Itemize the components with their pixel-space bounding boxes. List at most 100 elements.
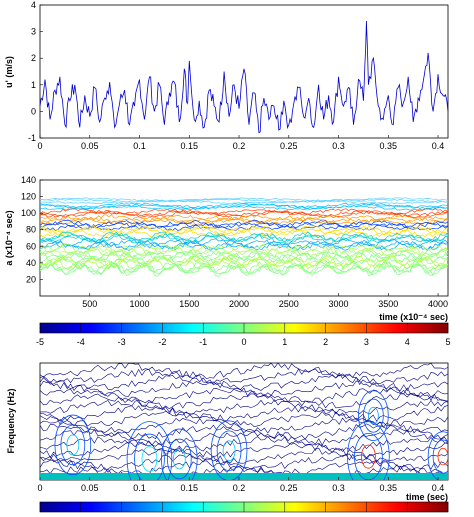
wavelet-contour-line [40,251,448,264]
spectrogram-hotspot [172,448,186,470]
velocity-y-tick-label: 0 [31,106,36,116]
velocity-x-tick-label: 0.15 [181,141,199,151]
wavelet-y-tick-label: 120 [21,192,36,202]
wavelet-x-tick-label: 500 [82,299,97,309]
spectrogram-x-tick-label: 0.2 [233,483,246,493]
wavelet-x-tick-label: 3000 [329,299,349,309]
wavelet-x-ticks: 500 1000 1500 2000 2500 3000 3500 4000 [82,293,448,309]
spectrogram-hotspot [134,433,165,480]
wavelet-contours [40,197,448,277]
velocity-y-tick-label: 1 [31,80,36,90]
wavelet-x-axis-label: time (x10⁻⁴ sec) [379,312,448,322]
velocity-series [39,20,449,134]
wavelet-contour-line [40,238,448,249]
wavelet-y-tick-label: 40 [26,258,36,268]
velocity-y-tick-label: 3 [31,27,36,37]
velocity-x-tick-label: 0.3 [332,141,345,151]
wavelet-contour-line [40,220,448,229]
velocity-line [39,20,449,134]
wavelet-colorbar-tick-label: 4 [405,337,410,347]
spectrogram-x-tick-label: 0.1 [133,483,146,493]
wavelet-x-tick-label: 3500 [378,299,398,309]
spectrogram-contour-line [40,374,448,392]
spectrogram-hotspot [126,421,173,480]
spectrogram-contour-line [40,447,448,464]
wavelet-colorbar-tick-label: 5 [445,337,450,347]
velocity-x-tick-label: 0.35 [380,141,398,151]
spectrogram-contour-line [40,436,448,452]
velocity-x-tick-label: 0 [37,141,42,151]
wavelet-x-tick-label: 1000 [129,299,149,309]
spectrogram-x-ticks: 0 0.05 0.1 0.15 0.2 0.25 0.3 0.35 0.4 [37,477,444,493]
spectrogram-panel: 0 0.05 0.1 0.15 0.2 0.25 0.3 0.35 0.4 Frequency … [6,362,449,502]
velocity-y-tick-label: 4 [31,0,36,10]
spectrogram-contour-line [40,399,448,415]
spectrogram-hotspot [210,420,248,480]
spectrogram-x-tick-label: 0.35 [380,483,398,493]
wavelet-x-tick-label: 2000 [229,299,249,309]
spectrogram-x-tick-label: 0.05 [81,483,99,493]
spectrogram-hotspot [60,424,86,466]
wavelet-y-ticks: 20 40 60 80 100 120 140 [21,175,43,284]
wavelet-contour-line [40,203,448,210]
wavelet-panel: 500 1000 1500 2000 2500 3000 3500 4000 20 40 60 80… [4,175,449,322]
spectrogram-contours [40,363,448,480]
wavelet-contour-line [40,214,448,223]
wavelet-contour-line [40,245,448,258]
spectrogram-hotspot [367,406,379,425]
velocity-x-tick-label: 0.1 [133,141,146,151]
wavelet-contour-line [40,239,448,250]
wavelet-colorbar-tick-label: 2 [323,337,328,347]
wavelet-contour-line [40,226,448,237]
wavelet-x-tick-label: 4000 [428,299,448,309]
spectrogram-x-tick-label: 0 [37,483,42,493]
spectrogram-y-axis-label: Frequency (Hz) [6,388,16,453]
wavelet-contour-line [40,197,448,202]
wavelet-colorbar-tick-label: -4 [77,337,85,347]
wavelet-y-tick-label: 20 [26,274,36,284]
wavelet-contour-line [40,224,448,236]
wavelet-contour-line [40,208,448,216]
spectrogram-hotspot [66,434,80,456]
spectrogram-hotspot [432,439,448,474]
spectrogram-contour-line [40,405,448,422]
spectrogram-hotspot [54,414,92,476]
spectrogram-contour-line [40,411,448,428]
wavelet-contour-line [40,254,448,269]
spectrogram-hotspot [363,398,384,433]
spectrogram-x-tick-label: 0.4 [432,483,445,493]
wavelet-colorbar-tick-label: -2 [158,337,166,347]
wavelet-colorbar-tick-label: -3 [118,337,126,347]
wavelet-x-tick-label: 2500 [279,299,299,309]
wavelet-contour-line [40,202,448,209]
wavelet-colorbar-tick-label: 3 [364,337,369,347]
spectrogram-hotspot [141,446,158,472]
velocity-x-tick-label: 0.25 [280,141,298,151]
spectrogram-contour-line [40,417,448,434]
wavelet-contour-line [40,233,448,245]
spectrogram-hotspot [216,430,242,472]
wavelet-contour-line [40,198,448,203]
wavelet-contour-line [40,243,448,256]
wavelet-y-tick-label: 140 [21,175,36,185]
wavelet-colorbar-ticks: -5 -4 -3 -2 -1 0 1 2 3 4 5 [36,323,451,347]
wavelet-colorbar: -5 -4 -3 -2 -1 0 1 2 3 4 5 [36,322,451,347]
wavelet-contour-line [40,256,448,270]
spectrogram-x-axis-label: time (sec) [406,492,448,502]
wavelet-contour-line [40,205,448,211]
wavelet-y-tick-label: 100 [21,208,36,218]
wavelet-y-axis-label: a (x10⁻⁴ sec) [4,210,14,265]
velocity-y-ticks: -1 0 1 2 3 4 [28,0,43,143]
spectrogram-colorbar-ticks [39,502,449,512]
wavelet-contour-line [40,261,448,276]
wavelet-contour-line [40,209,448,217]
wavelet-y-tick-label: 60 [26,241,36,251]
spectrogram-x-tick-label: 0.3 [332,483,345,493]
velocity-x-ticks: 0 0.05 0.1 0.15 0.2 0.25 0.3 0.35 0.4 [37,135,444,151]
spectrogram-hotspot [354,432,383,480]
spectrogram-contour-line [40,429,448,446]
velocity-y-tick-label: 2 [31,53,36,63]
wavelet-contour-line [40,233,448,243]
